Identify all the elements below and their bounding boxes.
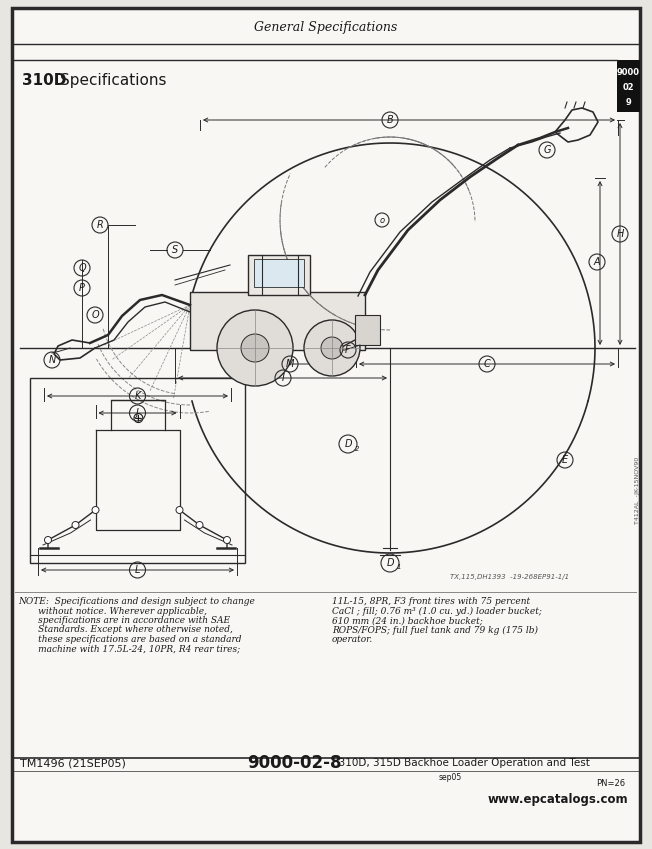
Text: 9000: 9000 (617, 68, 640, 77)
Text: D: D (386, 558, 394, 568)
Text: B: B (387, 115, 393, 125)
Text: 2: 2 (355, 446, 359, 452)
Text: TM1496 (21SEP05): TM1496 (21SEP05) (20, 759, 126, 769)
Circle shape (321, 337, 343, 359)
Bar (190, 292, 365, 350)
Text: L: L (135, 565, 140, 575)
Text: www.epcatalogs.com: www.epcatalogs.com (488, 793, 628, 806)
Text: M: M (286, 359, 294, 369)
Text: , 310D, 315D Backhoe Loader Operation and Test: , 310D, 315D Backhoe Loader Operation an… (332, 758, 590, 768)
Text: R: R (96, 220, 104, 230)
Text: NOTE:  Specifications and design subject to change: NOTE: Specifications and design subject … (18, 597, 255, 606)
Text: CaCl ; fill; 0.76 m³ (1.0 cu. yd.) loader bucket;: CaCl ; fill; 0.76 m³ (1.0 cu. yd.) loade… (332, 606, 542, 616)
Circle shape (196, 521, 203, 528)
Text: TX,115,DH1393  -19-268EP91-1/1: TX,115,DH1393 -19-268EP91-1/1 (451, 574, 570, 580)
Text: sep05: sep05 (438, 773, 462, 782)
Circle shape (44, 537, 52, 543)
Text: Q: Q (78, 263, 86, 273)
Text: F: F (345, 345, 351, 355)
Circle shape (92, 507, 99, 514)
Text: 02: 02 (622, 83, 634, 92)
Text: 9000-02-8: 9000-02-8 (246, 754, 341, 772)
Circle shape (176, 507, 183, 514)
Text: H: H (616, 229, 624, 239)
Text: 310D: 310D (22, 72, 67, 87)
Text: 9: 9 (625, 98, 631, 107)
Text: I: I (282, 373, 284, 383)
Text: 1: 1 (397, 564, 402, 570)
Text: K: K (134, 391, 141, 401)
Text: 610 mm (24 in.) backhoe bucket;: 610 mm (24 in.) backhoe bucket; (332, 616, 482, 625)
Text: o: o (379, 216, 385, 224)
Text: D: D (344, 439, 351, 449)
Text: specifications are in accordance with SAE: specifications are in accordance with SA… (18, 616, 230, 625)
Text: ⊕: ⊕ (131, 411, 144, 425)
Bar (254, 259, 304, 287)
Circle shape (72, 521, 79, 528)
Text: Specifications: Specifications (60, 72, 166, 87)
Text: PN=26: PN=26 (596, 779, 625, 788)
Bar (617, 60, 640, 112)
Text: J: J (136, 408, 139, 418)
Text: N: N (48, 355, 55, 365)
Text: General Specifications: General Specifications (254, 20, 398, 33)
Circle shape (217, 310, 293, 386)
Text: S: S (172, 245, 178, 255)
Text: C: C (484, 359, 490, 369)
Text: these specifications are based on a standard: these specifications are based on a stan… (18, 635, 241, 644)
Text: E: E (562, 455, 568, 465)
Bar (30, 378, 245, 563)
Text: T412AL  -JK-15NOV90: T412AL -JK-15NOV90 (636, 457, 640, 524)
Text: ROPS/FOPS; full fuel tank and 79 kg (175 lb): ROPS/FOPS; full fuel tank and 79 kg (175… (332, 626, 538, 634)
Text: O: O (91, 310, 99, 320)
Text: Standards. Except where otherwise noted,: Standards. Except where otherwise noted, (18, 626, 233, 634)
Bar (248, 255, 310, 295)
Circle shape (224, 537, 231, 543)
Text: P: P (79, 283, 85, 293)
Text: without notice. Wherever applicable,: without notice. Wherever applicable, (18, 606, 207, 616)
Text: 11L-15, 8PR, F3 front tires with 75 percent: 11L-15, 8PR, F3 front tires with 75 perc… (332, 597, 530, 606)
Circle shape (304, 320, 360, 376)
Text: machine with 17.5L-24, 10PR, R4 rear tires;: machine with 17.5L-24, 10PR, R4 rear tir… (18, 644, 240, 654)
Text: G: G (543, 145, 551, 155)
Circle shape (241, 334, 269, 362)
Bar (355, 315, 380, 345)
Text: operator.: operator. (332, 635, 373, 644)
Text: A: A (594, 257, 600, 267)
